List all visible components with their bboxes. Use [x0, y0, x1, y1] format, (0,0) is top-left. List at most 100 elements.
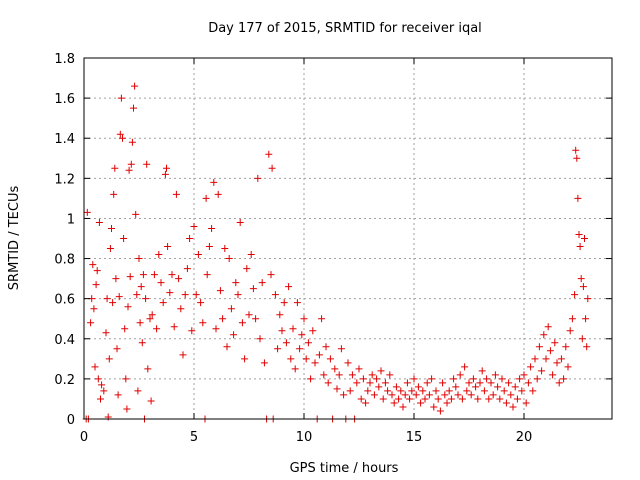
data-point [296, 345, 304, 353]
data-point [119, 134, 126, 142]
data-point [419, 387, 427, 395]
data-point [143, 160, 151, 168]
data-point [117, 94, 125, 102]
data-point [150, 271, 158, 279]
data-point [384, 387, 392, 395]
data-point [399, 403, 407, 411]
data-point [579, 283, 587, 291]
data-point [439, 379, 447, 387]
data-point [375, 383, 383, 391]
data-point [243, 265, 251, 273]
data-point [205, 243, 213, 251]
data-point [436, 407, 444, 415]
data-point [293, 299, 301, 307]
data-point [348, 371, 356, 379]
data-point [516, 375, 524, 383]
data-point [146, 315, 154, 323]
data-point [320, 371, 328, 379]
data-point [175, 275, 183, 283]
data-point [456, 371, 464, 379]
data-point [92, 281, 100, 289]
data-point [432, 387, 440, 395]
data-point [373, 375, 381, 383]
plot-frame [83, 57, 613, 420]
data-point [564, 363, 572, 371]
data-point [425, 391, 433, 399]
data-point [136, 319, 144, 327]
data-point [476, 379, 484, 387]
data-point [282, 339, 290, 347]
data-point [333, 385, 341, 393]
data-point [183, 265, 191, 273]
data-point [132, 210, 140, 218]
data-point [287, 355, 295, 363]
data-point [258, 279, 266, 287]
data-point [124, 303, 132, 311]
data-point [494, 383, 502, 391]
data-point [465, 379, 473, 387]
data-point [408, 387, 416, 395]
data-point [557, 355, 565, 363]
data-point [163, 164, 170, 172]
x-tick-label: 5 [190, 430, 198, 445]
data-point [337, 345, 345, 353]
data-point [560, 375, 568, 383]
data-point [538, 367, 546, 375]
data-point [227, 305, 235, 313]
data-point [144, 365, 152, 373]
data-point [291, 365, 299, 373]
data-point [153, 325, 161, 333]
data-point [203, 271, 211, 279]
data-point [256, 335, 264, 343]
data-point [89, 261, 97, 269]
data-point [164, 243, 172, 251]
data-point [491, 371, 499, 379]
data-point [531, 355, 539, 363]
data-point [410, 375, 418, 383]
data-point [90, 305, 98, 313]
data-point [142, 295, 150, 303]
data-point [122, 375, 130, 383]
data-point [379, 395, 387, 403]
data-point [551, 339, 559, 347]
data-point [392, 383, 400, 391]
data-point [443, 399, 451, 407]
data-point [553, 359, 561, 367]
data-point [434, 395, 442, 403]
data-point [252, 315, 260, 323]
data-point [214, 190, 222, 198]
data-point [126, 273, 134, 281]
data-point [555, 379, 563, 387]
data-point [131, 82, 139, 90]
data-point [544, 323, 552, 331]
data-point [318, 315, 326, 323]
data-point [197, 299, 205, 307]
data-point [212, 325, 220, 333]
data-point [403, 379, 411, 387]
data-point [381, 379, 389, 387]
data-point [155, 251, 163, 259]
data-point [575, 230, 583, 238]
data-point [202, 194, 210, 202]
data-point [285, 283, 293, 291]
data-point [421, 395, 429, 403]
data-point [483, 375, 491, 383]
data-point [485, 395, 493, 403]
data-point [300, 315, 308, 323]
y-axis-label: SRMTID / TECUs [7, 186, 22, 291]
data-point [568, 315, 576, 323]
data-point [428, 375, 436, 383]
data-point [478, 367, 486, 375]
data-point [219, 315, 227, 323]
x-tick-label: 15 [406, 430, 423, 445]
data-point [542, 355, 550, 363]
data-point [113, 345, 121, 353]
y-tick-label: 0 [67, 413, 75, 428]
data-point [223, 343, 231, 351]
data-point [274, 345, 282, 353]
data-point [513, 395, 521, 403]
data-point [582, 315, 590, 323]
data-point [414, 383, 422, 391]
data-point [98, 381, 106, 389]
